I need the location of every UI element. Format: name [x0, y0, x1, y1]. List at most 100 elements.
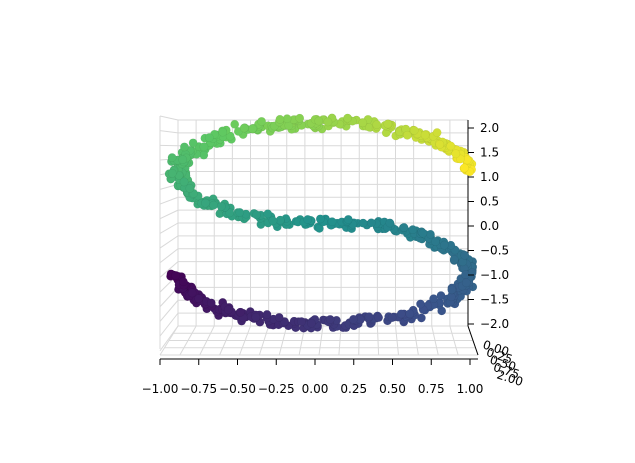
- scatter-point: [383, 119, 393, 129]
- x-tick-label: 0.50: [379, 382, 406, 396]
- scatter-point: [200, 198, 210, 208]
- scatter-point: [420, 130, 430, 140]
- scatter-point: [467, 268, 477, 278]
- grid-line: [159, 299, 179, 322]
- scatter-point: [358, 218, 368, 228]
- scatter-point: [387, 313, 397, 323]
- scatter-point: [230, 119, 240, 129]
- x-tick-label: 0.00: [302, 382, 329, 396]
- x-tick-label: −0.25: [258, 382, 295, 396]
- scatter-point: [179, 142, 189, 152]
- scatter-point: [235, 207, 245, 217]
- scatter-point: [343, 214, 353, 224]
- scatter-point: [303, 215, 313, 224]
- scatter-point: [436, 291, 446, 301]
- scatter-point: [416, 299, 425, 309]
- scatter-point: [325, 314, 335, 324]
- scatter-point: [426, 229, 435, 239]
- z-tick-label: 1.5: [480, 146, 499, 160]
- scatter-point: [199, 142, 209, 152]
- scatter-point: [274, 312, 284, 322]
- scatter-point: [327, 217, 337, 227]
- scatter-point: [275, 114, 285, 124]
- z-tick-label: −1.5: [480, 293, 509, 307]
- scatter-point: [399, 223, 409, 232]
- scatter-point: [364, 312, 374, 322]
- z-tick-label: 1.0: [480, 170, 499, 184]
- z-tick-label: −1.0: [480, 268, 509, 282]
- scatter-point: [315, 214, 325, 224]
- scatter-point: [385, 218, 395, 228]
- y-axis-line: [467, 325, 479, 356]
- x-tick-label: 0.75: [418, 382, 445, 396]
- x-tick-label: −1.00: [142, 382, 179, 396]
- scatter-point: [461, 278, 471, 288]
- scatter-point: [405, 309, 415, 319]
- grid-line: [159, 312, 179, 337]
- scatter-point: [262, 310, 272, 319]
- scatter-point: [295, 113, 305, 123]
- scatter-point: [323, 117, 333, 127]
- scatter-point: [348, 314, 358, 324]
- z-axis-ticks: 2.0 1.5 1.0 0.5 0.0 −0.5 −1.0 −1.5 −2.0: [468, 121, 509, 331]
- z-tick-label: −2.0: [480, 317, 509, 331]
- scatter-point: [449, 255, 459, 264]
- grid-line: [159, 130, 179, 134]
- scatter-point: [187, 288, 197, 298]
- scatter-point: [343, 113, 353, 123]
- z-tick-label: −0.5: [480, 244, 509, 258]
- scatter-point: [218, 127, 228, 137]
- scatter-point: [171, 270, 181, 280]
- scatter-point: [239, 123, 249, 133]
- grid-line: [159, 248, 179, 264]
- scatter-point: [409, 125, 419, 135]
- scatter-point: [429, 294, 439, 304]
- z-tick-label: 2.0: [480, 121, 499, 135]
- scatter-point: [247, 124, 257, 134]
- z-tick-label: 0.0: [480, 219, 499, 233]
- z-tick-label: 0.5: [480, 195, 499, 209]
- grid-line: [159, 235, 179, 249]
- grid-line: [159, 196, 179, 205]
- scatter-point: [358, 118, 368, 128]
- y-axis-ticks: 0.000.250.500.752.00: [481, 338, 525, 390]
- scatter-point: [178, 277, 188, 287]
- grid-line: [159, 261, 179, 278]
- scatter-point: [194, 294, 204, 304]
- scatter-point: [223, 305, 233, 315]
- scatter-point: [366, 218, 376, 228]
- scatter-point: [418, 228, 428, 238]
- scatter-point: [431, 237, 440, 247]
- scatter-point: [435, 139, 445, 149]
- scatter-point: [460, 250, 470, 260]
- scatter-point: [374, 313, 384, 323]
- scatter-point: [178, 155, 188, 165]
- scatter-point: [432, 128, 442, 138]
- scatter-point: [204, 133, 214, 143]
- scatter-point: [252, 210, 261, 220]
- scatter-point: [216, 201, 226, 211]
- scatter-point: [257, 116, 267, 126]
- grid-line: [159, 222, 179, 234]
- x-axis-ticks: −1.00 −0.75 −0.50 −0.25 0.00 0.25 0.50 0.75 1.00: [142, 359, 484, 396]
- scatter-point: [188, 138, 198, 148]
- scatter-point: [251, 312, 261, 322]
- scatter-point: [263, 209, 273, 219]
- x-tick-label: 0.25: [340, 382, 367, 396]
- x-tick-label: 1.00: [457, 382, 484, 396]
- scatter-point: [314, 116, 324, 126]
- scatter-points: [164, 113, 478, 333]
- scatter-point: [459, 163, 469, 173]
- scatter-point: [439, 240, 449, 250]
- scatter-point: [306, 318, 316, 328]
- scatter-point: [447, 285, 457, 295]
- scatter-point: [372, 120, 382, 130]
- scatter-point: [179, 177, 189, 187]
- scatter-point: [402, 130, 412, 140]
- scatter-point: [396, 309, 406, 319]
- scatter-point: [268, 216, 278, 226]
- scatter-point: [167, 168, 177, 178]
- scatter-point: [236, 307, 246, 317]
- scatter-point: [297, 317, 306, 327]
- scatter-point: [225, 208, 235, 218]
